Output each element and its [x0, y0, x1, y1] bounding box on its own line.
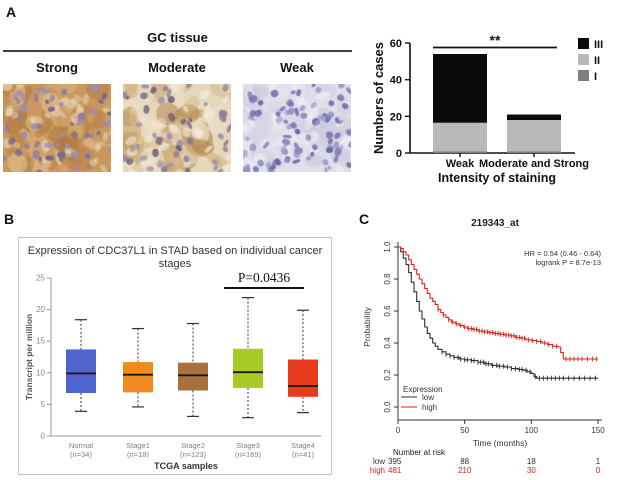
km-y-tick-label: 0.8 — [383, 273, 392, 285]
gc-tissue-title: GC tissue — [147, 30, 208, 45]
bar-segment-I-moderate-and-strong — [507, 151, 561, 153]
risk-value-low: 395 — [388, 457, 402, 466]
km-legend-label-low: low — [422, 393, 434, 402]
box-group-n: (n=169) — [235, 450, 262, 459]
box-group-n: (n=41) — [292, 450, 314, 459]
bar-category-label: Weak — [446, 158, 475, 170]
boxplot-title-line2: stages — [159, 258, 192, 270]
km-y-tick-label: 0.6 — [383, 305, 392, 317]
km-legend-title: Expression — [403, 385, 443, 394]
box-y-tick-label: 20 — [36, 305, 45, 314]
box-x-axis-title: TCGA samples — [154, 461, 218, 471]
bar-category-label: Moderate and Strong — [479, 158, 589, 170]
km-y-tick-label: 1.0 — [383, 241, 392, 253]
risk-value-high: 30 — [527, 466, 536, 475]
tissue-image-weak — [243, 84, 351, 172]
legend-label-III: III — [594, 39, 603, 51]
box-group-label: Stage2 — [181, 441, 205, 450]
panel-c-label: C — [359, 211, 370, 227]
bar-y-tick-label: 0 — [396, 148, 402, 160]
p-value-label: P=0.0436 — [238, 270, 290, 285]
km-curve-high — [398, 246, 598, 360]
significance-stars: ** — [490, 32, 501, 48]
box-group-n: (n=34) — [70, 450, 92, 459]
box-y-axis-title: Transcript per million — [24, 314, 34, 400]
box-group-label: Stage3 — [236, 441, 260, 450]
km-x-tick-label: 100 — [525, 426, 539, 435]
km-logrank-annotation: logrank P = 8.7e-13 — [535, 258, 601, 267]
risk-value-high: 481 — [388, 466, 402, 475]
box-stage1 — [123, 362, 153, 393]
box-y-tick-label: 25 — [36, 274, 45, 283]
km-survival-plot: 219343_at 0.0 0.2 0.4 0.6 0.8 1.0 0 50 100 150 Prob… — [362, 218, 605, 475]
km-title: 219343_at — [471, 218, 519, 229]
risk-row-label-low: low — [373, 457, 385, 466]
tissue-column-label-moderate: Moderate — [148, 60, 206, 75]
stage-boxplot: Expression of CDC37L1 in STAD based on i… — [18, 237, 332, 475]
km-hr-annotation: HR = 0.54 (0.46 - 0.64) — [524, 249, 601, 258]
risk-value-low: 88 — [460, 457, 469, 466]
bar-segment-I-weak — [433, 151, 487, 153]
km-curve-low — [398, 246, 598, 379]
tissue-image-moderate — [123, 84, 231, 172]
km-x-tick-label: 150 — [591, 426, 605, 435]
legend-swatch-I — [578, 70, 589, 81]
legend-label-II: II — [594, 55, 600, 67]
box-y-tick-label: 5 — [41, 400, 46, 409]
tissue-column-label-weak: Weak — [280, 60, 314, 75]
tissue-column-label-strong: Strong — [36, 60, 78, 75]
box-stage3 — [233, 348, 263, 388]
legend-swatch-III — [578, 38, 589, 49]
box-group-n: (n=18) — [127, 450, 149, 459]
box-group-n: (n=123) — [180, 450, 207, 459]
bar-x-axis-title: Intensity of staining — [438, 171, 556, 185]
legend-swatch-II — [578, 54, 589, 65]
box-group-label: Normal — [69, 441, 94, 450]
box-y-tick-label: 0 — [41, 432, 46, 441]
risk-row-label-high: high — [370, 466, 385, 475]
box-normal — [66, 349, 96, 394]
legend-label-I: I — [594, 71, 597, 83]
bar-segment-II-weak — [433, 122, 487, 152]
km-x-tick-label: 0 — [396, 426, 401, 435]
risk-value-high: 210 — [458, 466, 472, 475]
risk-value-low: 18 — [527, 457, 536, 466]
km-y-axis-title: Probability — [362, 306, 372, 346]
bar-y-tick-label: 20 — [390, 111, 402, 123]
bar-y-tick-label: 40 — [390, 75, 402, 87]
box-stage4 — [288, 359, 318, 397]
tissue-image-strong — [3, 84, 111, 172]
bar-segment-III-weak — [433, 54, 487, 123]
staining-bar-chart: 0 20 40 60 Numbers of cases Weak Moderate and … — [371, 32, 603, 185]
km-x-axis-title: Time (months) — [473, 438, 528, 448]
bar-segment-III-moderate-and-strong — [507, 114, 561, 120]
panel-a-label: A — [6, 4, 17, 20]
box-stage2 — [178, 362, 208, 391]
risk-value-high: 0 — [596, 466, 601, 475]
km-x-tick-label: 50 — [460, 426, 469, 435]
km-y-tick-label: 0.2 — [383, 369, 392, 381]
box-y-tick-label: 15 — [36, 337, 45, 346]
box-y-tick-label: 10 — [36, 368, 45, 377]
box-group-label: Stage1 — [126, 441, 150, 450]
bar-y-axis-title: Numbers of cases — [371, 42, 386, 154]
bar-segment-II-moderate-and-strong — [507, 120, 561, 152]
box-group-label: Stage4 — [291, 441, 315, 450]
panel-b-label: B — [4, 211, 15, 227]
km-y-tick-label: 0.4 — [383, 337, 392, 349]
km-legend-label-high: high — [422, 403, 437, 412]
boxplot-title-line1: Expression of CDC37L1 in STAD based on i… — [28, 245, 323, 257]
risk-table-header: Number at risk — [393, 448, 446, 457]
km-y-tick-label: 0.0 — [383, 401, 392, 413]
bar-y-tick-label: 60 — [390, 38, 402, 50]
gc-tissue-divider — [3, 50, 352, 52]
risk-value-low: 1 — [596, 457, 601, 466]
